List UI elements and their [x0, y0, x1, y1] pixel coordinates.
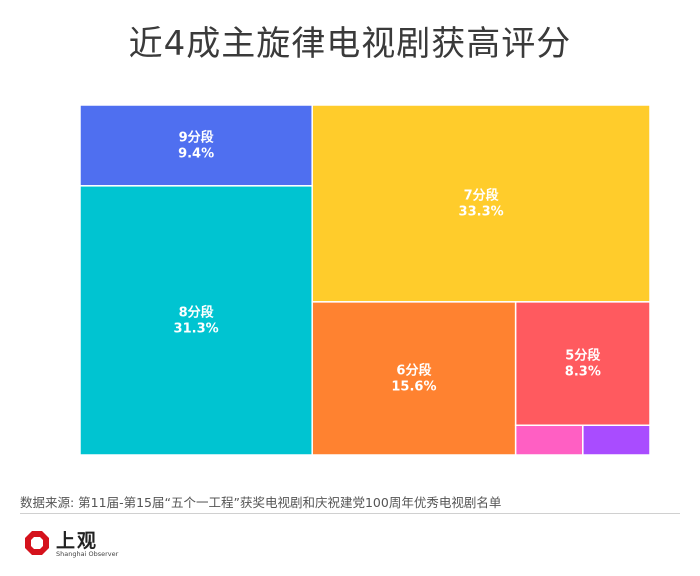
treemap-value-2: 31.3% — [174, 321, 219, 336]
chart-title: 近4成主旋律电视剧获高评分 — [128, 24, 572, 64]
footer-divider — [20, 513, 680, 514]
treemap-cell-1 — [79, 104, 313, 187]
treemap-value-3: 33.3% — [459, 204, 504, 219]
treemap-cell-6 — [514, 424, 584, 456]
logo-subtitle: Shanghai Observer — [56, 550, 119, 558]
treemap-value-5: 8.3% — [565, 365, 601, 380]
treemap-cell-4 — [311, 301, 517, 456]
treemap-cell-5 — [514, 301, 651, 427]
brand-logo: 上观 Shanghai Observer — [24, 522, 144, 562]
treemap-cell-7 — [582, 424, 651, 456]
treemap-value-4: 15.6% — [391, 379, 436, 394]
treemap-label-2: 8分段 — [179, 304, 214, 320]
logo-name: 上观 — [56, 530, 99, 552]
treemap-label-5: 5分段 — [565, 348, 600, 364]
treemap-label-4: 6分段 — [396, 362, 431, 378]
treemap-label-1: 9分段 — [179, 129, 214, 145]
treemap-value-1: 9.4% — [178, 146, 214, 161]
data-source-note: 数据来源: 第11届-第15届“五个一工程”获奖电视剧和庆祝建党100周年优秀电… — [20, 495, 502, 510]
treemap-label-3: 7分段 — [464, 187, 499, 203]
treemap-cell-2 — [79, 185, 313, 456]
treemap-cell-3 — [311, 104, 651, 303]
logo-mark-icon — [25, 531, 49, 555]
